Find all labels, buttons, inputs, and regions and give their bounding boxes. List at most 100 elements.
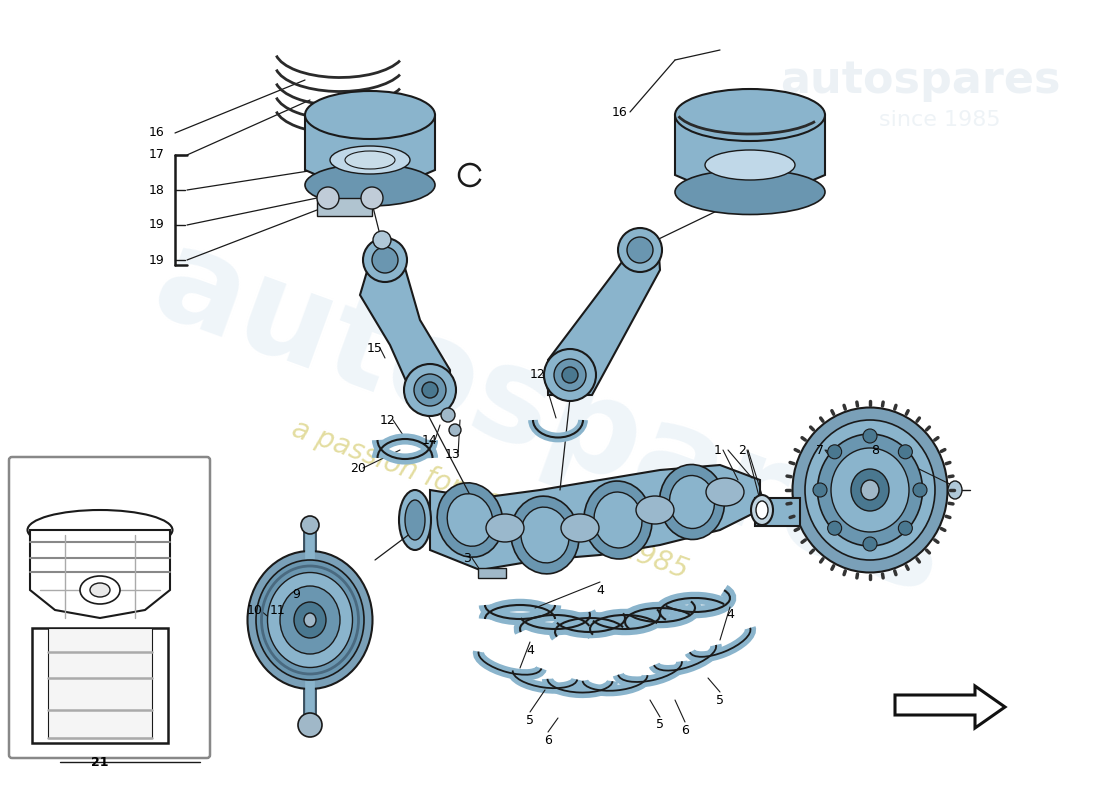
Text: 21: 21 [91, 755, 109, 769]
Ellipse shape [437, 483, 503, 557]
Text: 2: 2 [738, 443, 746, 457]
Ellipse shape [422, 382, 438, 398]
Ellipse shape [594, 492, 642, 548]
Ellipse shape [521, 507, 569, 563]
Ellipse shape [363, 238, 407, 282]
Ellipse shape [486, 514, 524, 542]
Ellipse shape [805, 420, 935, 560]
Text: 5: 5 [716, 694, 724, 706]
Ellipse shape [627, 237, 653, 263]
Text: 15: 15 [367, 342, 383, 354]
Text: 1: 1 [714, 443, 722, 457]
Ellipse shape [636, 496, 674, 524]
Text: 7: 7 [816, 443, 824, 457]
Text: 8: 8 [871, 443, 879, 457]
Ellipse shape [305, 164, 434, 206]
Ellipse shape [404, 364, 456, 416]
Ellipse shape [267, 573, 352, 667]
Bar [478, 568, 506, 578]
Polygon shape [30, 530, 170, 618]
Text: 4: 4 [726, 609, 734, 622]
Ellipse shape [248, 551, 373, 689]
Ellipse shape [756, 501, 768, 519]
Text: 16: 16 [612, 106, 628, 118]
Bar [48, 628, 152, 738]
Text: a passion for parts since 1985: a passion for parts since 1985 [288, 415, 692, 585]
Text: 5: 5 [656, 718, 664, 731]
Text: 5: 5 [526, 714, 534, 726]
Polygon shape [548, 242, 660, 395]
Ellipse shape [913, 483, 927, 497]
Ellipse shape [584, 481, 652, 559]
Ellipse shape [554, 359, 586, 391]
Text: 20: 20 [350, 462, 366, 474]
Ellipse shape [948, 481, 962, 499]
Text: 19: 19 [150, 254, 165, 266]
Text: autospares: autospares [138, 218, 962, 622]
Ellipse shape [830, 448, 909, 532]
Ellipse shape [706, 478, 744, 506]
Ellipse shape [864, 537, 877, 551]
Ellipse shape [675, 170, 825, 214]
FancyBboxPatch shape [9, 457, 210, 758]
Ellipse shape [899, 521, 912, 535]
Text: 19: 19 [150, 218, 165, 231]
Ellipse shape [792, 407, 947, 573]
Text: 10: 10 [248, 603, 263, 617]
Ellipse shape [448, 494, 493, 546]
Ellipse shape [256, 560, 364, 680]
Text: 4: 4 [596, 583, 604, 597]
Ellipse shape [441, 408, 455, 422]
Ellipse shape [361, 187, 383, 209]
Bar [755, 498, 800, 526]
Text: 9: 9 [293, 589, 300, 602]
Ellipse shape [414, 374, 446, 406]
Ellipse shape [280, 586, 340, 654]
Text: 17: 17 [150, 149, 165, 162]
Ellipse shape [345, 151, 395, 169]
Ellipse shape [304, 613, 316, 627]
Text: 6: 6 [544, 734, 552, 746]
Ellipse shape [562, 367, 578, 383]
Ellipse shape [851, 469, 889, 511]
Ellipse shape [449, 424, 461, 436]
Ellipse shape [618, 228, 662, 272]
Text: 4: 4 [526, 643, 534, 657]
Text: 16: 16 [150, 126, 165, 139]
Polygon shape [360, 268, 450, 390]
Ellipse shape [660, 465, 725, 539]
Ellipse shape [670, 475, 715, 529]
Ellipse shape [510, 496, 580, 574]
Ellipse shape [827, 521, 842, 535]
Polygon shape [430, 465, 760, 570]
Ellipse shape [675, 89, 825, 141]
Ellipse shape [80, 576, 120, 604]
Text: 11: 11 [271, 603, 286, 617]
Ellipse shape [90, 583, 110, 597]
Ellipse shape [864, 429, 877, 443]
Ellipse shape [372, 247, 398, 273]
Text: 13: 13 [446, 449, 461, 462]
Ellipse shape [298, 713, 322, 737]
Ellipse shape [294, 602, 326, 638]
Text: 12: 12 [381, 414, 396, 426]
Text: since 1985: since 1985 [879, 110, 1001, 130]
Ellipse shape [817, 434, 923, 546]
Ellipse shape [705, 150, 795, 180]
Text: 14: 14 [422, 434, 438, 446]
Ellipse shape [305, 91, 434, 139]
Text: autospares: autospares [780, 58, 1060, 102]
Text: 18: 18 [150, 183, 165, 197]
Ellipse shape [373, 231, 390, 249]
Ellipse shape [317, 187, 339, 209]
Bar [317, 198, 372, 216]
Text: 6: 6 [681, 723, 689, 737]
Bar [32, 628, 168, 743]
Ellipse shape [561, 514, 600, 542]
Text: 12: 12 [530, 369, 546, 382]
Ellipse shape [405, 500, 425, 540]
Polygon shape [675, 98, 825, 192]
Ellipse shape [399, 490, 431, 550]
Ellipse shape [751, 495, 773, 525]
Polygon shape [305, 100, 434, 185]
